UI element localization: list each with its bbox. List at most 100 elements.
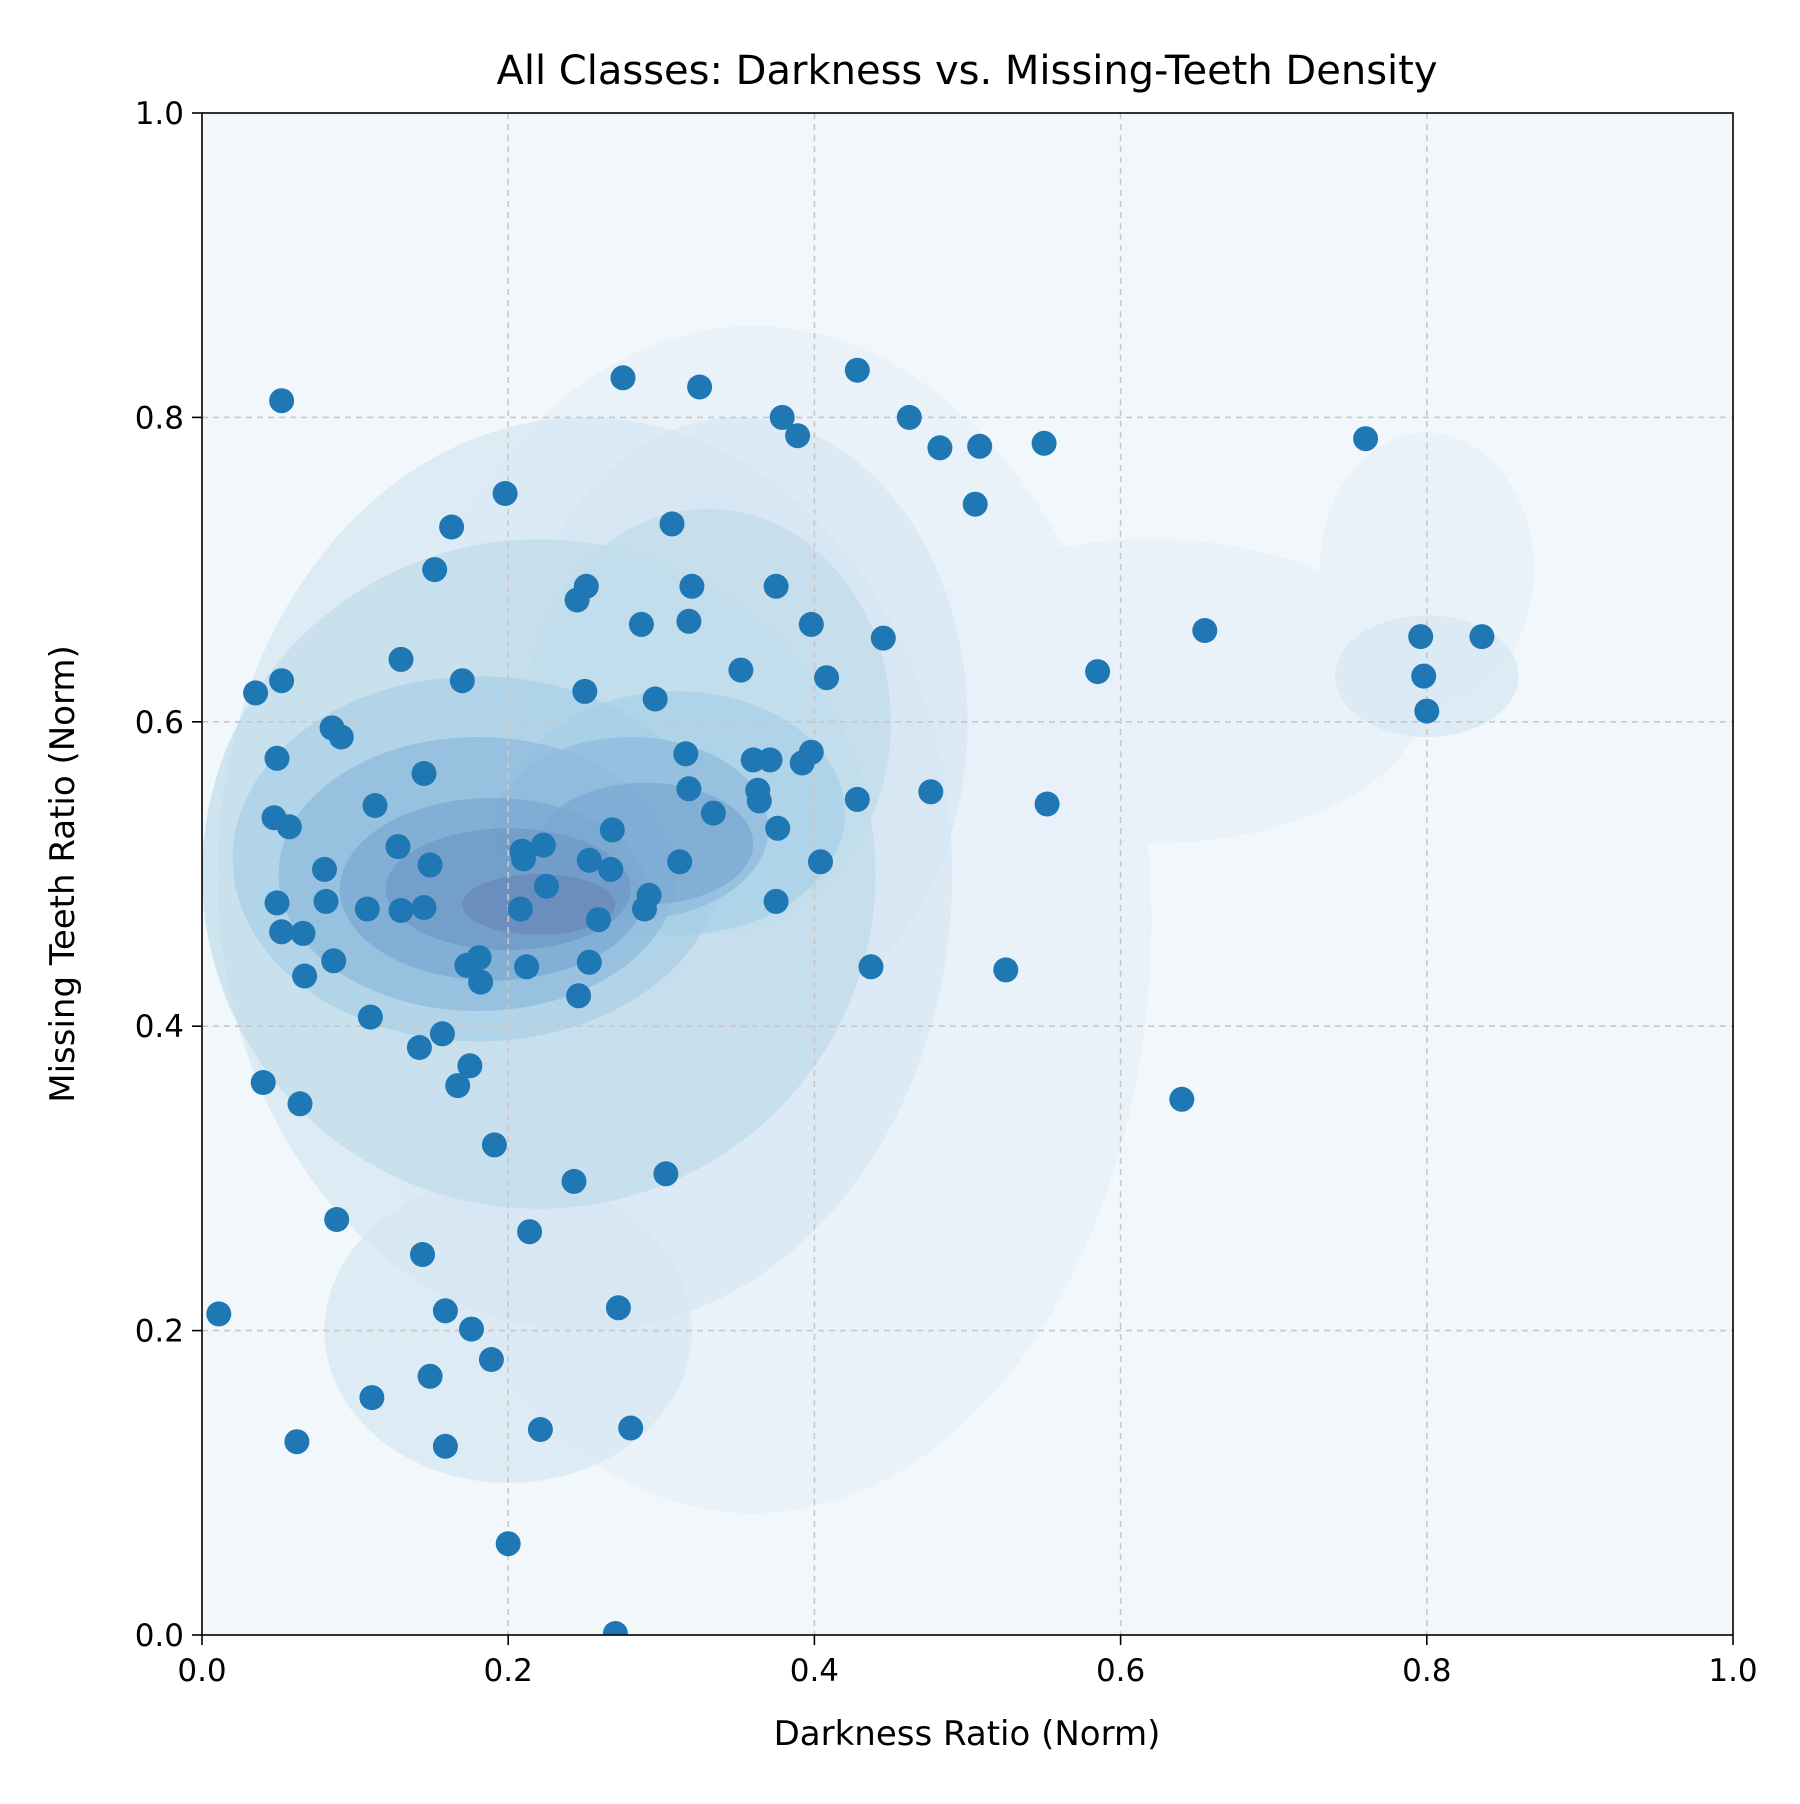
data-point-40 bbox=[328, 724, 354, 750]
data-point-91 bbox=[468, 969, 494, 995]
data-point-98 bbox=[445, 1073, 471, 1099]
data-point-90 bbox=[292, 963, 318, 989]
y-tick-label-2: 0.4 bbox=[135, 1009, 184, 1045]
data-point-88 bbox=[858, 954, 884, 980]
data-point-53 bbox=[1034, 791, 1060, 817]
data-point-92 bbox=[566, 983, 592, 1009]
data-point-32 bbox=[269, 668, 295, 694]
data-point-6 bbox=[785, 423, 811, 449]
y-tick-label-0: 0.0 bbox=[135, 1618, 184, 1654]
data-point-36 bbox=[572, 678, 598, 704]
data-point-23 bbox=[798, 611, 824, 637]
data-point-76 bbox=[411, 895, 437, 920]
data-point-95 bbox=[406, 1035, 432, 1060]
data-point-78 bbox=[632, 896, 657, 922]
data-point-16 bbox=[422, 557, 448, 583]
x-tick-label-3: 0.6 bbox=[1096, 1653, 1145, 1689]
data-point-107 bbox=[206, 1301, 232, 1327]
data-point-44 bbox=[264, 745, 290, 771]
data-point-57 bbox=[276, 814, 302, 840]
data-point-106 bbox=[410, 1242, 435, 1267]
data-point-74 bbox=[354, 896, 380, 922]
data-point-113 bbox=[359, 1385, 385, 1411]
density-contour-2 bbox=[875, 539, 1427, 844]
density-contour-17 bbox=[462, 874, 616, 935]
data-point-43 bbox=[757, 747, 783, 773]
data-point-34 bbox=[814, 665, 840, 691]
data-point-105 bbox=[517, 1219, 543, 1245]
data-point-8 bbox=[927, 435, 953, 461]
data-point-82 bbox=[290, 920, 316, 946]
data-point-63 bbox=[511, 846, 536, 872]
data-point-46 bbox=[789, 750, 815, 776]
data-point-75 bbox=[388, 898, 414, 923]
data-point-26 bbox=[1408, 624, 1434, 650]
data-point-48 bbox=[676, 776, 702, 802]
density-contours bbox=[202, 326, 1535, 1514]
data-point-81 bbox=[269, 919, 295, 945]
data-point-54 bbox=[362, 793, 388, 818]
data-point-73 bbox=[313, 888, 339, 914]
data-point-101 bbox=[481, 1132, 507, 1158]
data-point-9 bbox=[967, 433, 993, 459]
data-point-80 bbox=[586, 907, 611, 933]
x-tick-label-1: 0.2 bbox=[484, 1653, 533, 1689]
data-point-72 bbox=[264, 890, 290, 916]
data-point-69 bbox=[312, 856, 337, 882]
data-point-118 bbox=[495, 1531, 521, 1557]
data-point-117 bbox=[432, 1433, 458, 1459]
data-point-119 bbox=[602, 1621, 628, 1635]
data-point-35 bbox=[243, 680, 269, 706]
plot-frame bbox=[201, 112, 1734, 1636]
scatter-points bbox=[206, 357, 1495, 1635]
y-tick-label-5: 1.0 bbox=[135, 96, 184, 132]
data-point-37 bbox=[642, 686, 668, 712]
data-point-24 bbox=[870, 625, 896, 651]
data-point-41 bbox=[673, 741, 699, 767]
data-point-59 bbox=[599, 817, 625, 843]
data-point-21 bbox=[628, 611, 654, 637]
data-point-61 bbox=[530, 832, 556, 858]
data-point-2 bbox=[610, 365, 636, 391]
chart-title: All Classes: Darkness vs. Missing-Teeth … bbox=[497, 48, 1438, 94]
data-point-52 bbox=[844, 786, 870, 812]
data-point-109 bbox=[605, 1295, 631, 1321]
data-point-60 bbox=[385, 834, 411, 860]
data-point-79 bbox=[763, 888, 789, 914]
data-point-77 bbox=[507, 896, 533, 922]
data-point-96 bbox=[457, 1053, 483, 1079]
data-point-1 bbox=[269, 388, 295, 414]
data-point-31 bbox=[1411, 663, 1437, 689]
data-point-30 bbox=[1085, 659, 1111, 685]
data-point-10 bbox=[1031, 430, 1057, 456]
y-tick-label-4: 0.8 bbox=[135, 400, 184, 436]
data-point-3 bbox=[687, 374, 713, 400]
data-point-7 bbox=[896, 404, 922, 430]
data-point-67 bbox=[667, 849, 693, 875]
data-point-115 bbox=[618, 1415, 644, 1441]
data-point-85 bbox=[466, 945, 492, 971]
data-point-66 bbox=[598, 856, 624, 882]
axis-ticks: 0.0 0.2 0.4 0.6 0.8 1.0 0.0 0.2 0.4 0.6 0.8 1.0 bbox=[135, 96, 1758, 1689]
data-point-50 bbox=[746, 788, 772, 814]
data-point-47 bbox=[411, 761, 437, 786]
data-point-87 bbox=[576, 949, 602, 975]
data-point-116 bbox=[284, 1429, 310, 1455]
x-tick-label-0: 0.0 bbox=[177, 1653, 226, 1689]
data-point-65 bbox=[417, 852, 443, 878]
data-point-89 bbox=[993, 957, 1019, 983]
data-point-99 bbox=[287, 1091, 313, 1117]
x-axis-label: Darkness Ratio (Norm) bbox=[774, 1714, 1161, 1754]
data-point-33 bbox=[449, 668, 475, 694]
data-point-93 bbox=[357, 1004, 383, 1030]
data-point-114 bbox=[527, 1417, 553, 1442]
data-point-83 bbox=[321, 948, 347, 974]
data-point-22 bbox=[676, 608, 702, 634]
data-point-68 bbox=[808, 849, 833, 875]
data-point-108 bbox=[432, 1298, 458, 1324]
data-point-64 bbox=[576, 847, 602, 873]
x-tick-label-2: 0.4 bbox=[790, 1653, 839, 1689]
data-point-14 bbox=[439, 514, 465, 540]
data-point-100 bbox=[1169, 1086, 1195, 1112]
